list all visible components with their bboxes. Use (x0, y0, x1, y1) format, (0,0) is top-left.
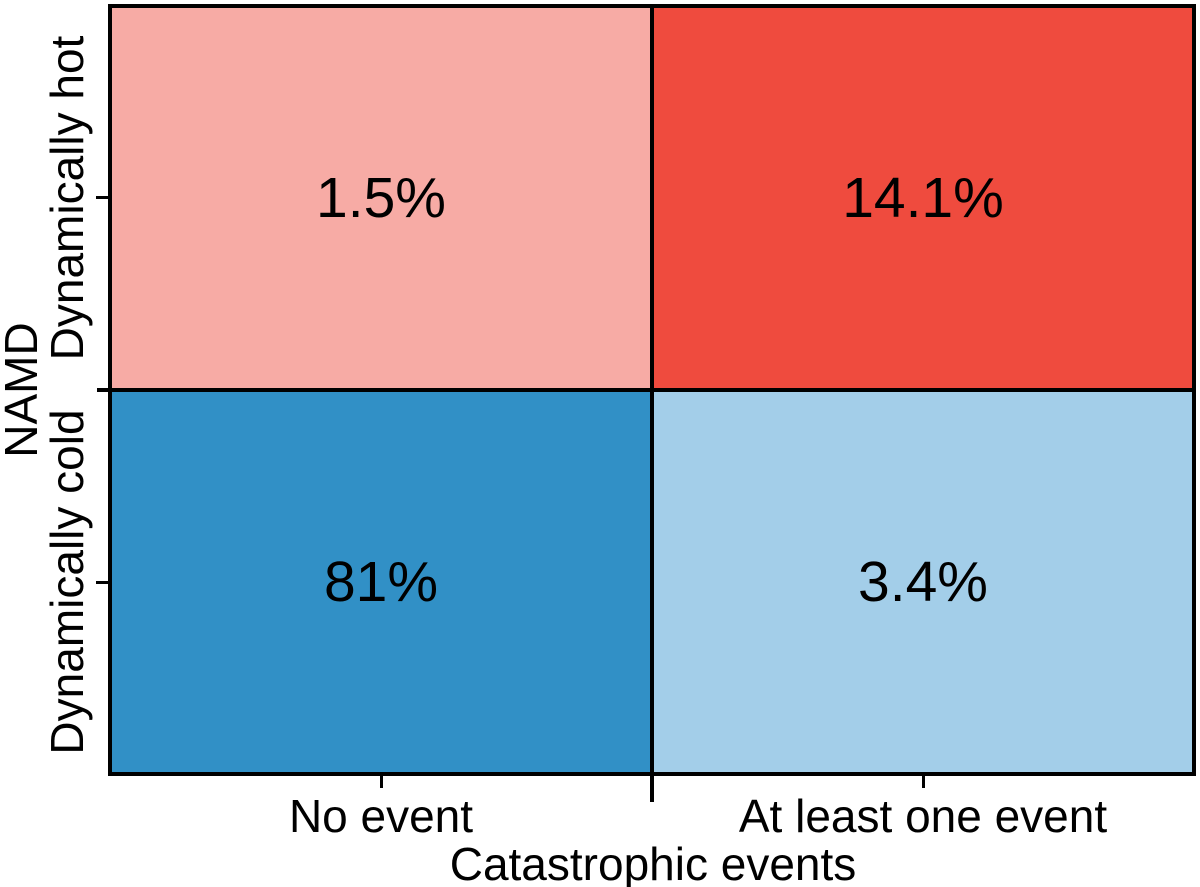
y-tick-label-hot: Dynamically hot (41, 35, 93, 361)
cell-hot-no-event: 1.5% (112, 8, 650, 388)
y-tick-cold (96, 581, 108, 584)
x-tick-label-at-least-one-event: At least one event (738, 790, 1108, 842)
cell-value-label: 81% (323, 550, 439, 614)
x-tick-label-no-event: No event (288, 790, 474, 842)
cell-value-label: 1.5% (316, 166, 446, 230)
x-tick-no-event (380, 776, 383, 788)
x-axis-title: Catastrophic events (449, 838, 857, 887)
cell-hot-at-least-one-event: 14.1% (654, 8, 1192, 388)
x-column-separator-mark (650, 776, 654, 802)
y-row-separator-mark (97, 388, 108, 392)
cell-cold-at-least-one-event: 3.4% (654, 392, 1192, 772)
cell-value-label: 3.4% (858, 550, 988, 614)
x-tick-at-least-one-event (922, 776, 925, 788)
plot-area: 1.5% 14.1% 81% 3.4% (108, 4, 1196, 776)
y-tick-hot (96, 196, 108, 199)
y-tick-label-cold: Dynamically cold (41, 409, 93, 755)
cell-value-label: 14.1% (842, 166, 1004, 230)
cell-cold-no-event: 81% (112, 392, 650, 772)
y-axis-title: NAMD (0, 322, 47, 458)
